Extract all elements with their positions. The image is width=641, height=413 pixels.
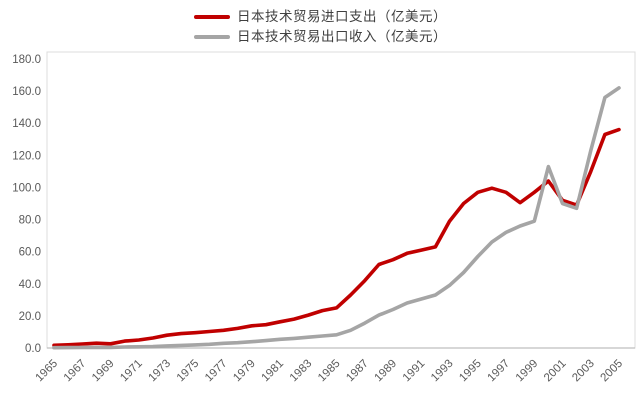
x-axis-tick-label: 2005	[599, 358, 626, 385]
x-axis-tick-label: 2001	[542, 358, 569, 385]
x-axis-tick-label: 1973	[147, 358, 174, 385]
chart-legend: 日本技术贸易进口支出（亿美元） 日本技术贸易出口收入（亿美元）	[0, 7, 641, 47]
x-axis-tick-label: 1995	[457, 358, 484, 385]
x-axis-tick-label: 1991	[401, 358, 428, 385]
x-axis-tick-label: 1979	[231, 358, 258, 385]
x-axis-tick-label: 2003	[570, 358, 597, 385]
x-axis-tick-label: 1977	[203, 358, 230, 385]
x-axis-tick-label: 1971	[118, 358, 145, 385]
x-axis-tick-label: 1967	[62, 358, 89, 385]
y-axis-tick-label: 120.0	[12, 150, 41, 162]
legend-item-exports: 日本技术贸易出口收入（亿美元）	[0, 27, 641, 47]
y-axis-tick-label: 40.0	[19, 279, 41, 291]
x-axis-tick-label: 1983	[288, 358, 315, 385]
legend-label-exports: 日本技术贸易出口收入（亿美元）	[237, 29, 447, 45]
x-axis-tick-label: 1999	[514, 358, 541, 385]
x-axis-tick-label: 1975	[175, 358, 202, 385]
y-axis-tick-label: 140.0	[12, 118, 41, 130]
y-axis-tick-label: 80.0	[19, 215, 41, 227]
x-axis-tick-label: 1969	[90, 358, 117, 385]
x-axis-tick-label: 1997	[486, 358, 513, 385]
series-line-exports	[52, 86, 621, 350]
y-axis-tick-label: 100.0	[12, 182, 41, 194]
y-axis-tick-label: 20.0	[19, 311, 41, 323]
x-axis-tick-label: 1987	[344, 358, 371, 385]
legend-swatch-imports-line	[194, 15, 230, 19]
x-axis-tick-label: 1993	[429, 358, 456, 385]
legend-item-imports: 日本技术贸易进口支出（亿美元）	[0, 7, 641, 27]
x-axis-tick-label: 1989	[373, 358, 400, 385]
y-axis-tick-label: 180.0	[12, 54, 41, 66]
y-axis-tick-label: 0.0	[25, 343, 41, 355]
legend-swatch-exports-line	[194, 35, 230, 40]
y-axis-tick-label: 60.0	[19, 247, 41, 259]
legend-label-imports: 日本技术贸易进口支出（亿美元）	[237, 9, 447, 24]
x-axis-tick-label: 1985	[316, 358, 343, 385]
x-axis-tick-label: 1965	[34, 358, 61, 385]
series-line-imports	[52, 127, 621, 348]
y-axis-tick-label: 160.0	[12, 86, 41, 98]
x-axis-tick-label: 1981	[260, 358, 287, 385]
